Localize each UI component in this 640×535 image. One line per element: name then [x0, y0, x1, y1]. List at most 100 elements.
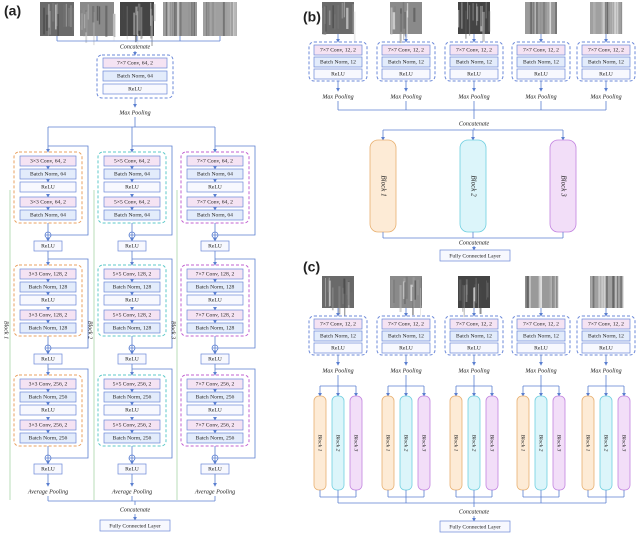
layer-box: [19, 432, 77, 444]
image-texture: [601, 276, 604, 308]
image-texture: [399, 285, 402, 313]
layer-box: [449, 68, 499, 80]
layer-box: [313, 342, 363, 354]
layer-label: ReLU: [208, 298, 222, 304]
label: Max Pooling: [389, 368, 421, 374]
layer-label: 5×5 Conv, 64, 2: [114, 200, 150, 206]
block-label: Block 3: [170, 321, 176, 339]
layer-label: ReLU: [467, 72, 481, 78]
image-texture: [414, 280, 416, 300]
image-texture: [170, 2, 173, 36]
image-texture: [344, 285, 346, 317]
image-texture: [478, 283, 479, 309]
layer-box: [186, 294, 244, 306]
image-texture: [614, 276, 617, 308]
layer-label: ReLU: [41, 408, 55, 414]
layer-box: [103, 209, 161, 221]
image-texture: [229, 2, 232, 36]
layer-box: [516, 342, 566, 354]
label: Concatenate: [459, 509, 490, 515]
image-texture: [619, 2, 621, 34]
block-label: Block 2: [335, 435, 341, 452]
image-texture: [421, 277, 422, 306]
layer-label: 7×7 Conv, 12, 2: [388, 322, 424, 328]
image-texture: [550, 276, 552, 308]
block-label: Block 3: [559, 175, 567, 197]
label: Max Pooling: [457, 368, 489, 374]
image-texture: [45, 14, 49, 31]
layer-label: ReLU: [41, 298, 55, 304]
layer-box: [449, 330, 499, 342]
image-texture: [122, 4, 125, 19]
label: Concatenate: [120, 44, 151, 50]
layer-box: [186, 181, 244, 193]
image-texture: [606, 2, 609, 34]
image-texture: [488, 11, 491, 32]
image-texture: [325, 278, 326, 307]
layer-box: [103, 294, 161, 306]
image-texture: [338, 286, 341, 315]
label: Concatenate: [459, 121, 490, 127]
layer-box: [516, 318, 566, 330]
layer-label: ReLU: [128, 87, 142, 93]
image-texture: [602, 2, 605, 34]
label: Max Pooling: [524, 94, 556, 100]
image-texture: [465, 10, 467, 39]
block-label: Block 2: [603, 435, 609, 452]
panel-label: (a): [4, 3, 21, 19]
image-texture: [70, 5, 72, 28]
image-texture: [555, 276, 559, 308]
layer-label: ReLU: [41, 244, 55, 250]
label: Max Pooling: [589, 368, 621, 374]
image-texture: [473, 287, 475, 315]
image-texture: [549, 276, 551, 308]
image-texture: [43, 7, 46, 35]
layer-box: [19, 294, 77, 306]
image-texture: [353, 11, 356, 42]
layer-label: 5×5 Conv, 128, 2: [113, 313, 152, 319]
layer-label: 3×3 Conv, 256, 2: [29, 382, 68, 388]
image-texture: [141, 6, 143, 39]
layer-label: ReLU: [599, 346, 613, 352]
image-texture: [337, 5, 340, 29]
image-texture: [191, 2, 193, 36]
layer-box: [19, 181, 77, 193]
image-texture: [484, 3, 486, 31]
group-outline: [180, 374, 250, 447]
image-texture: [92, 6, 95, 23]
layer-label: Batch Norm, 64: [30, 172, 66, 178]
layer-label: Batch Norm, 128: [196, 326, 235, 332]
layer-label: Batch Norm, 12: [523, 60, 559, 66]
label: Max Pooling: [524, 368, 556, 374]
group-outline: [13, 151, 83, 224]
image-texture: [151, 15, 153, 46]
layer-label: 7×7 Conv, 128, 2: [196, 272, 235, 278]
image-texture: [476, 6, 479, 21]
image-texture: [233, 2, 235, 36]
image-texture: [140, 7, 143, 40]
block-label: Block 2: [87, 321, 93, 339]
layer-box: [581, 330, 631, 342]
image-texture: [392, 12, 396, 30]
image-texture: [420, 287, 421, 317]
image-texture: [405, 276, 408, 299]
image-texture: [614, 2, 617, 34]
image-texture: [62, 4, 66, 28]
panel-label: (c): [303, 259, 320, 275]
image-texture: [404, 12, 406, 37]
block-label: Block 3: [621, 435, 627, 452]
image-texture: [327, 279, 330, 293]
image-texture: [527, 276, 530, 308]
layer-box: [103, 404, 161, 416]
block-label: Block 3: [421, 435, 427, 452]
layer-box: [103, 181, 161, 193]
layer-label: ReLU: [125, 244, 139, 250]
layer-label: ReLU: [125, 357, 139, 363]
layer-label: ReLU: [399, 346, 413, 352]
layer-box: [581, 56, 631, 68]
skip-connection: [215, 258, 256, 349]
layer-box: [102, 57, 168, 69]
layer-label: Batch Norm, 256: [29, 436, 68, 442]
layer-label: 7×7 Conv, 12, 2: [320, 322, 356, 328]
